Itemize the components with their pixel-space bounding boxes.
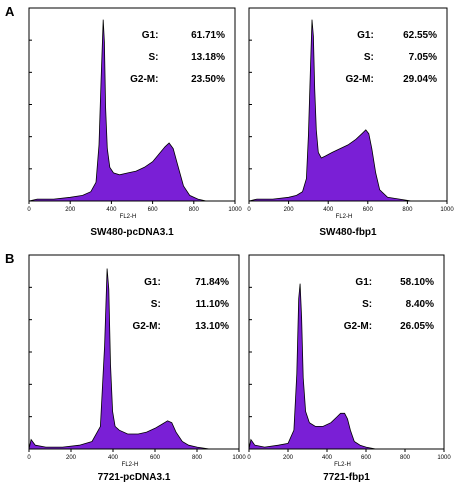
x-tick-label: 600 [363,207,374,213]
phase-percentage: 13.18% [191,52,225,63]
x-axis-label: FL2-H [122,462,139,468]
phase-percentage: 61.71% [191,30,225,41]
x-tick-label: 800 [189,207,200,213]
phase-name: G2-M: [132,321,160,332]
phase-name: G2-M: [345,74,373,85]
x-tick-label: 600 [361,455,372,461]
x-tick-label: 0 [27,207,31,213]
x-tick-label: 400 [322,455,333,461]
phase-percentage: 8.40% [406,299,434,310]
histogram-area [28,268,239,450]
panel-label-a: A [5,4,15,19]
panel-label-b: B [5,251,15,266]
phase-percentage: 23.50% [191,74,225,85]
phase-percentage: 7.05% [409,52,437,63]
phase-name: G2-M: [344,321,372,332]
x-tick-label: 800 [192,455,203,461]
x-tick-label: 600 [150,455,161,461]
phase-name: G1: [357,30,374,41]
x-tick-label: 1000 [437,455,451,461]
x-tick-label: 1000 [232,455,246,461]
phase-name: G2-M: [130,74,158,85]
x-tick-label: 0 [27,455,31,461]
phase-percentage: 62.55% [403,30,437,41]
chart-caption: SW480-pcDNA3.1 [90,227,174,238]
x-tick-label: 1000 [228,207,242,213]
x-axis-label: FL2-H [334,462,351,468]
x-tick-label: 400 [323,207,334,213]
phase-percentage: 71.84% [195,277,229,288]
phase-percentage: 29.04% [403,74,437,85]
x-axis-label: FL2-H [120,214,137,220]
histogram-area [248,283,444,450]
x-tick-label: 200 [284,207,295,213]
x-tick-label: 800 [400,455,411,461]
phase-name: G1: [355,277,372,288]
x-tick-label: 600 [148,207,159,213]
x-tick-label: 0 [247,455,251,461]
histogram-area [28,19,235,202]
phase-percentage: 13.10% [195,321,229,332]
phase-name: S: [362,299,372,310]
phase-name: S: [151,299,161,310]
chart-caption: 7721-fbp1 [323,472,370,483]
chart-caption: SW480-fbp1 [319,227,377,238]
x-tick-label: 200 [65,207,76,213]
x-tick-label: 0 [247,207,251,213]
phase-name: S: [364,52,374,63]
x-tick-label: 800 [402,207,413,213]
phase-percentage: 11.10% [196,299,229,310]
chart-caption: 7721-pcDNA3.1 [98,472,171,483]
phase-name: G1: [142,30,159,41]
x-tick-label: 1000 [440,207,454,213]
x-tick-label: 200 [66,455,77,461]
phase-percentage: 26.05% [400,321,434,332]
phase-percentage: 58.10% [400,277,434,288]
phase-name: G1: [144,277,161,288]
phase-name: S: [148,52,158,63]
x-tick-label: 200 [283,455,294,461]
histogram-area [248,19,447,202]
x-axis-label: FL2-H [336,214,353,220]
x-tick-label: 400 [106,207,117,213]
x-tick-label: 400 [108,455,119,461]
